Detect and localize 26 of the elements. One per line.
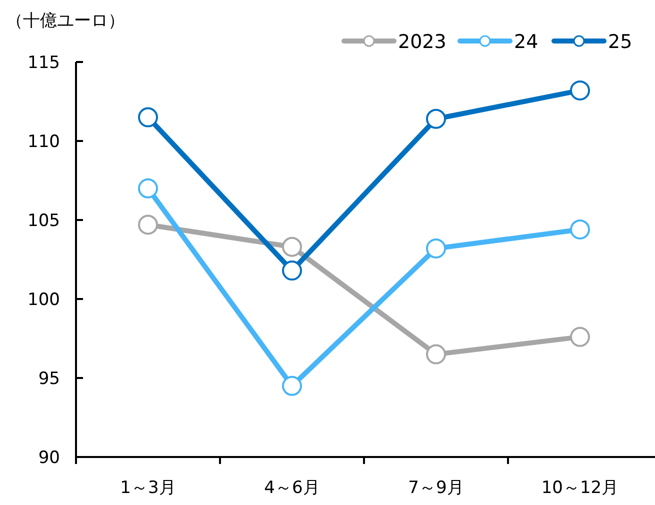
y-tick-label: 105 (28, 211, 60, 231)
x-tick-label: 7～9月 (408, 478, 464, 498)
point (570, 80, 590, 100)
y-tick-label: 100 (28, 290, 60, 310)
point (282, 376, 302, 396)
point (282, 236, 302, 257)
legend-label: 24 (514, 31, 538, 53)
point (426, 108, 446, 129)
point (426, 238, 446, 258)
legend-label: 2023 (398, 31, 446, 53)
y-tick-label: 90 (38, 448, 60, 468)
x-tick-label: 1～3月 (120, 478, 176, 498)
legend-label: 25 (608, 31, 632, 53)
y-tick-label: 110 (28, 132, 60, 152)
point (138, 178, 158, 198)
point (282, 260, 302, 281)
point (570, 219, 590, 240)
point (426, 344, 446, 364)
y-tick-label: 115 (28, 53, 60, 73)
x-tick-label: 10～12月 (541, 478, 619, 498)
x-tick-label: 4～6月 (264, 478, 320, 498)
point (570, 326, 590, 347)
point (138, 214, 158, 235)
y-axis-title: （十億ユーロ） (6, 11, 125, 31)
y-tick-label: 95 (38, 369, 60, 389)
point (138, 107, 158, 128)
